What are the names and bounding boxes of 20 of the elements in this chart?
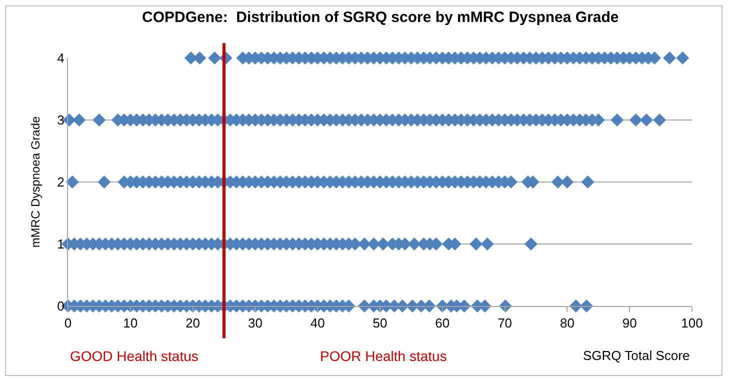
- x-tick-label: 50: [372, 316, 388, 331]
- y-tick-label: 1: [57, 236, 64, 252]
- x-tick-label: 30: [248, 316, 262, 331]
- y-tick-label: 3: [57, 112, 64, 128]
- text: GOOD Health status: [70, 348, 198, 364]
- y-axis-title: mMRC Dyspnoea Grade: [28, 116, 42, 248]
- x-tick-label: 60: [435, 316, 450, 331]
- y-tick-label: 4: [57, 50, 64, 66]
- x-tick-label: 40: [310, 316, 325, 331]
- x-tick-label: 90: [622, 316, 637, 331]
- chart-title: COPDGene: Distribution of SGRQ score by mMRC Dyspnea Grade: [142, 9, 619, 26]
- x-tick-label: 100: [681, 316, 703, 331]
- x-tick-label: 20: [186, 316, 200, 331]
- y-tick-label: 2: [57, 174, 64, 190]
- text: POOR Health status: [320, 348, 447, 364]
- x-axis-title: SGRQ Total Score: [583, 348, 690, 363]
- y-tick-label: 0: [57, 298, 64, 314]
- x-tick-label: 80: [560, 316, 574, 331]
- x-tick-label: 10: [123, 316, 138, 331]
- x-tick-label: 70: [498, 316, 512, 331]
